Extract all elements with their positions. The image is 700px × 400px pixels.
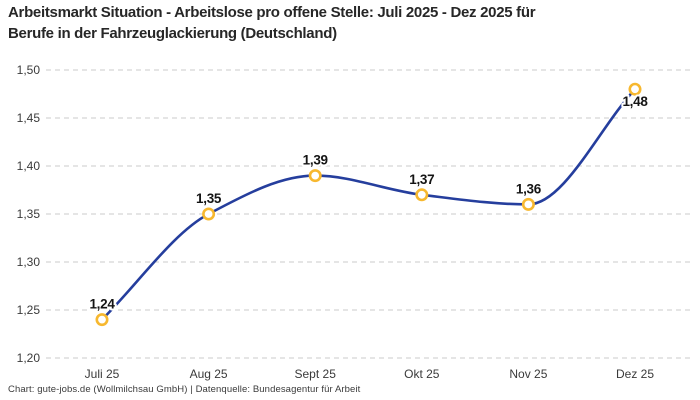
data-point-value-label: 1,35 bbox=[196, 191, 222, 206]
x-axis-label: Aug 25 bbox=[190, 367, 228, 381]
y-axis-tick-label: 1,25 bbox=[17, 303, 41, 317]
y-axis-tick-label: 1,20 bbox=[17, 351, 41, 365]
y-axis-tick-label: 1,35 bbox=[17, 207, 41, 221]
chart-title-line2: Berufe in der Fahrzeuglackierung (Deutsc… bbox=[8, 24, 337, 42]
line-series-path bbox=[100, 87, 637, 321]
data-point-marker bbox=[308, 169, 322, 183]
chart-title-line1: Arbeitsmarkt Situation - Arbeitslose pro… bbox=[8, 4, 536, 21]
x-axis-label: Juli 25 bbox=[85, 367, 120, 381]
chart-source-attribution: Chart: gute-jobs.de (Wollmilchsau GmbH) … bbox=[8, 384, 361, 395]
data-point-marker bbox=[95, 313, 109, 327]
y-axis-tick-label: 1,30 bbox=[17, 255, 41, 269]
data-point-value-label: 1,24 bbox=[89, 297, 115, 312]
x-axis-label: Nov 25 bbox=[509, 367, 547, 381]
data-point-value-label: 1,37 bbox=[409, 172, 434, 187]
y-axis-tick-label: 1,50 bbox=[17, 63, 41, 77]
data-point-value-label: 1,36 bbox=[516, 181, 542, 196]
data-point-value-label: 1,39 bbox=[303, 153, 328, 168]
y-axis-tick-label: 1,40 bbox=[17, 159, 41, 173]
data-point-value-label: 1,48 bbox=[622, 94, 648, 109]
data-point-marker bbox=[628, 82, 642, 96]
x-axis-label: Dez 25 bbox=[616, 367, 654, 381]
y-axis-tick-label: 1,45 bbox=[17, 111, 41, 125]
x-axis-label: Okt 25 bbox=[404, 367, 440, 381]
data-point-marker bbox=[521, 197, 535, 211]
chart-title: Arbeitsmarkt Situation - Arbeitslose pro… bbox=[8, 3, 668, 44]
data-point-marker bbox=[202, 207, 216, 221]
x-axis-label: Sept 25 bbox=[295, 367, 337, 381]
data-point-marker bbox=[415, 188, 429, 202]
